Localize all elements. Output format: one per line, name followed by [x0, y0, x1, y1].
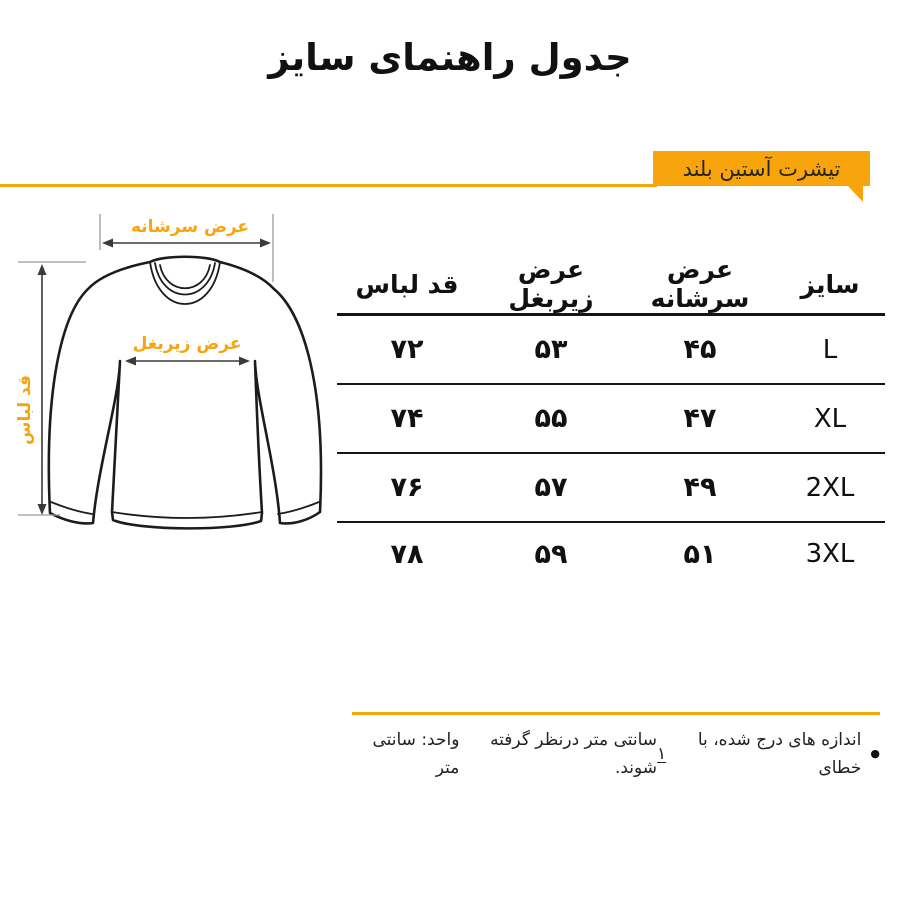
right-cuff-seam — [277, 501, 320, 515]
underarm-width-measure: عرض زیربغل — [125, 334, 250, 366]
garment-length-text: قد لباس — [15, 375, 35, 445]
shoulder-value: ۵۱ — [683, 538, 717, 570]
length-value: ۷۲ — [390, 334, 424, 365]
page-title: جدول راهنمای سایز — [268, 36, 632, 79]
garment-length-measure: قد لباس — [15, 261, 86, 516]
tolerance-note-text-end: سانتی متر درنظر گرفته شوند. — [490, 730, 658, 778]
collar-outer-arc — [149, 261, 221, 305]
underarm-arrowhead-left — [125, 356, 136, 366]
shoulder-arrowhead-right — [260, 238, 271, 248]
underarm-value: ۵۷ — [534, 472, 568, 503]
bullet-icon: ● — [870, 747, 880, 760]
product-type-banner: تیشرت آستین بلند — [653, 151, 870, 186]
collar-mid-arc — [154, 262, 216, 296]
shoulder-arrowhead-left — [102, 238, 113, 248]
shoulder-value: ۴۷ — [683, 403, 717, 434]
underarm-value: ۵۹ — [534, 538, 568, 570]
size-value: XL — [813, 403, 847, 434]
shoulder-value: ۴۵ — [683, 334, 717, 365]
underarm-arrowhead-right — [239, 356, 250, 366]
shoulder-width-measure: عرض سرشانه — [99, 214, 274, 282]
length-arrowhead-bottom — [37, 504, 47, 515]
shoulder-width-text: عرض سرشانه — [131, 217, 249, 237]
table-row: XL ۴۷ ۵۵ ۷۴ — [337, 385, 885, 454]
tolerance-value: ۱ — [657, 744, 667, 764]
table-row: L ۴۵ ۵۳ ۷۲ — [337, 316, 885, 385]
header-garment-length: قد لباس — [355, 269, 459, 299]
underarm-value: ۵۳ — [534, 334, 568, 365]
length-value: ۷۴ — [390, 403, 424, 434]
size-value: 3XL — [805, 539, 855, 569]
unit-label: واحد: سانتی متر — [372, 730, 460, 778]
footer-note: ● اندازه های درج شده، با خطای ۱ سانتی مت… — [352, 726, 880, 782]
size-table: سایز عرض سرشانه عرض زیربغل قد لباس L ۴۵ … — [337, 255, 885, 585]
shoulder-value: ۴۹ — [683, 472, 717, 503]
header-shoulder-width: عرض سرشانه — [650, 255, 750, 313]
length-value: ۷۶ — [390, 472, 424, 503]
table-row: 2XL ۴۹ ۵۷ ۷۶ — [337, 454, 885, 523]
size-value: 2XL — [805, 472, 855, 503]
left-cuff-seam — [50, 501, 93, 515]
product-type-label: تیشرت آستین بلند — [682, 156, 841, 181]
table-row: 3XL ۵۱ ۵۹ ۷۸ — [337, 523, 885, 585]
size-table-header-row: سایز عرض سرشانه عرض زیربغل قد لباس — [337, 255, 885, 316]
banner-tail-pointer — [848, 186, 863, 202]
length-value: ۷۸ — [390, 538, 424, 570]
underarm-width-text: عرض زیربغل — [133, 334, 242, 354]
hem-seam — [111, 511, 263, 519]
underarm-value: ۵۵ — [534, 403, 568, 434]
banner-underline — [0, 184, 657, 187]
tolerance-note: ● اندازه های درج شده، با خطای ۱ سانتی مت… — [459, 726, 880, 782]
length-arrowhead-top — [37, 264, 47, 275]
tshirt-body-outline — [47, 255, 323, 530]
size-value: L — [822, 334, 838, 365]
header-size: سایز — [800, 269, 860, 299]
tolerance-note-text-start: اندازه های درج شده، با خطای — [697, 730, 862, 778]
tshirt-measurement-diagram: عرض سرشانه عرض زیربغل قد لباس — [15, 214, 323, 530]
footer-divider-line — [352, 712, 880, 715]
collar-inner-arc — [159, 264, 211, 289]
tshirt-outline-drawing — [47, 255, 323, 530]
header-underarm-width: عرض زیربغل — [508, 255, 594, 313]
